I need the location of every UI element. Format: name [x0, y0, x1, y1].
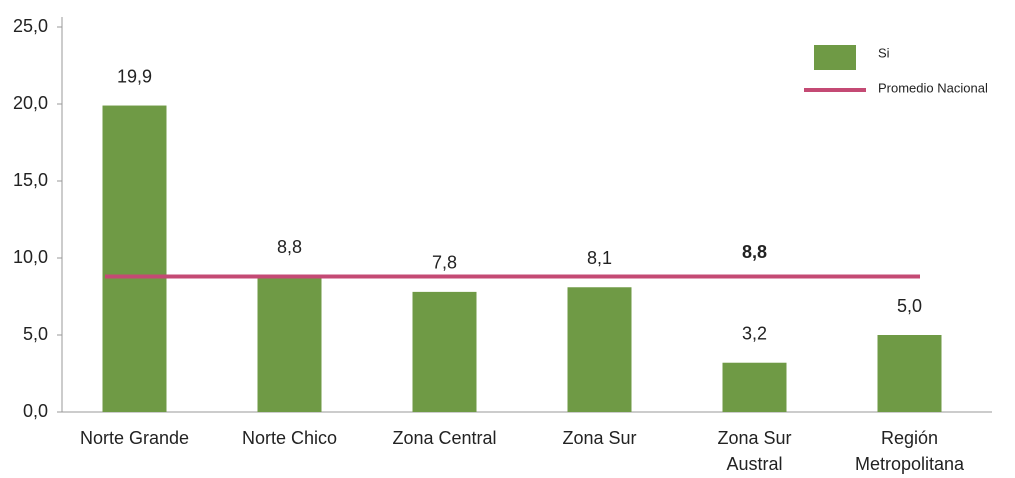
- y-tick-label: 5,0: [23, 324, 48, 344]
- x-tick-label: Norte Grande: [80, 428, 189, 448]
- y-tick-label: 25,0: [13, 16, 48, 36]
- bar: [877, 335, 942, 412]
- y-tick-label: 0,0: [23, 401, 48, 421]
- value-label: 8,1: [587, 248, 612, 268]
- legend-label: Promedio Nacional: [878, 80, 988, 95]
- x-tick-label: Zona Central: [392, 428, 496, 448]
- x-tick-label: Zona Sur: [562, 428, 636, 448]
- legend-label: Si: [878, 45, 890, 60]
- bar: [567, 287, 632, 412]
- value-label: 7,8: [432, 253, 457, 273]
- bar: [722, 362, 787, 412]
- bar: [102, 105, 167, 412]
- value-label: 8,8: [277, 237, 302, 257]
- y-tick-label: 10,0: [13, 247, 48, 267]
- value-label: 3,2: [742, 323, 767, 343]
- x-tick-label: Región Metropolitana: [855, 428, 965, 474]
- reference-label: 8,8: [742, 242, 767, 262]
- bar: [257, 276, 322, 412]
- bar: [412, 291, 477, 412]
- x-tick-label: Zona Sur Austral: [717, 428, 791, 474]
- y-tick-label: 15,0: [13, 170, 48, 190]
- value-label: 5,0: [897, 296, 922, 316]
- value-label: 19,9: [117, 66, 152, 86]
- x-tick-label: Norte Chico: [242, 428, 337, 448]
- y-tick-label: 20,0: [13, 93, 48, 113]
- legend-swatch: [814, 45, 856, 70]
